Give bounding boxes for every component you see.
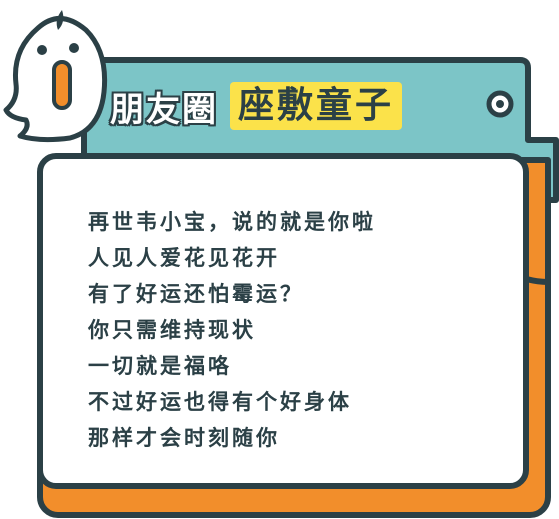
ghost-mascot-icon <box>3 10 108 143</box>
card-title: 朋友圈 座敷童子 <box>110 80 403 132</box>
body-line: 不过好运也得有个好身体 <box>88 390 352 414</box>
body-line: 人见人爱花见花开 <box>88 246 280 270</box>
body-line: 有了好运还怕霉运？ <box>88 282 304 306</box>
body-line: 再世韦小宝，说的就是你啦 <box>88 210 376 234</box>
white-main-card <box>37 153 529 489</box>
body-line: 你只需维持现状 <box>88 318 256 342</box>
body-line: 一切就是福咯 <box>88 354 232 378</box>
body-text-block: 再世韦小宝，说的就是你啦 人见人爱花见花开 有了好运还怕霉运？ 你只需维持现状 … <box>88 204 376 456</box>
ring-hole-icon <box>486 90 514 118</box>
title-plain-text: 朋友圈 <box>110 89 218 130</box>
body-line: 那样才会时刻随你 <box>88 426 280 450</box>
title-highlight-text: 座敷童子 <box>230 82 403 130</box>
